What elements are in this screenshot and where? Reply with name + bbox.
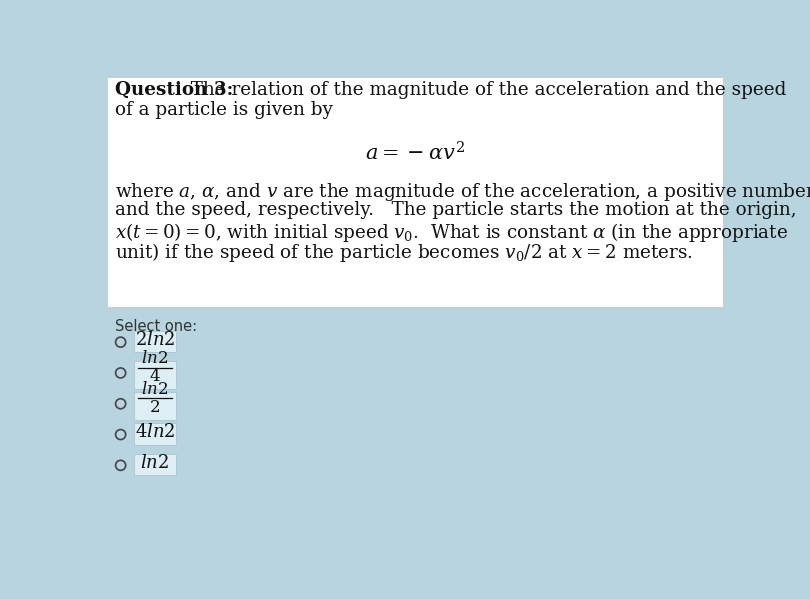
FancyBboxPatch shape bbox=[134, 361, 176, 389]
Text: $4$: $4$ bbox=[149, 368, 160, 385]
FancyBboxPatch shape bbox=[134, 392, 176, 420]
Text: $x(t = 0) = 0$, with initial speed $v_0$.  What is constant $\alpha$ (in the app: $x(t = 0) = 0$, with initial speed $v_0$… bbox=[115, 221, 788, 244]
Text: $ln2$: $ln2$ bbox=[141, 380, 168, 398]
Text: and the speed, respectively.   The particle starts the motion at the origin,: and the speed, respectively. The particl… bbox=[115, 201, 797, 219]
FancyBboxPatch shape bbox=[134, 331, 176, 352]
Text: of a particle is given by: of a particle is given by bbox=[115, 101, 333, 119]
FancyBboxPatch shape bbox=[108, 77, 723, 307]
Text: unit) if the speed of the particle becomes $v_0/2$ at $x = 2$ meters.: unit) if the speed of the particle becom… bbox=[115, 241, 693, 264]
Text: $2ln2$: $2ln2$ bbox=[134, 331, 175, 349]
Text: $2$: $2$ bbox=[149, 399, 160, 416]
Text: $ln2$: $ln2$ bbox=[141, 350, 168, 367]
Text: where $a$, $\alpha$, and $v$ are the magnitude of the acceleration, a positive n: where $a$, $\alpha$, and $v$ are the mag… bbox=[115, 181, 810, 203]
Text: Question 3:: Question 3: bbox=[115, 81, 233, 99]
Text: $4ln2$: $4ln2$ bbox=[134, 423, 175, 441]
Text: Select one:: Select one: bbox=[115, 319, 198, 334]
FancyBboxPatch shape bbox=[134, 423, 176, 444]
Text: $a = -\alpha v^2$: $a = -\alpha v^2$ bbox=[365, 141, 465, 164]
FancyBboxPatch shape bbox=[134, 454, 176, 476]
Text: The relation of the magnitude of the acceleration and the speed: The relation of the magnitude of the acc… bbox=[179, 81, 787, 99]
Text: $ln2$: $ln2$ bbox=[140, 454, 169, 472]
